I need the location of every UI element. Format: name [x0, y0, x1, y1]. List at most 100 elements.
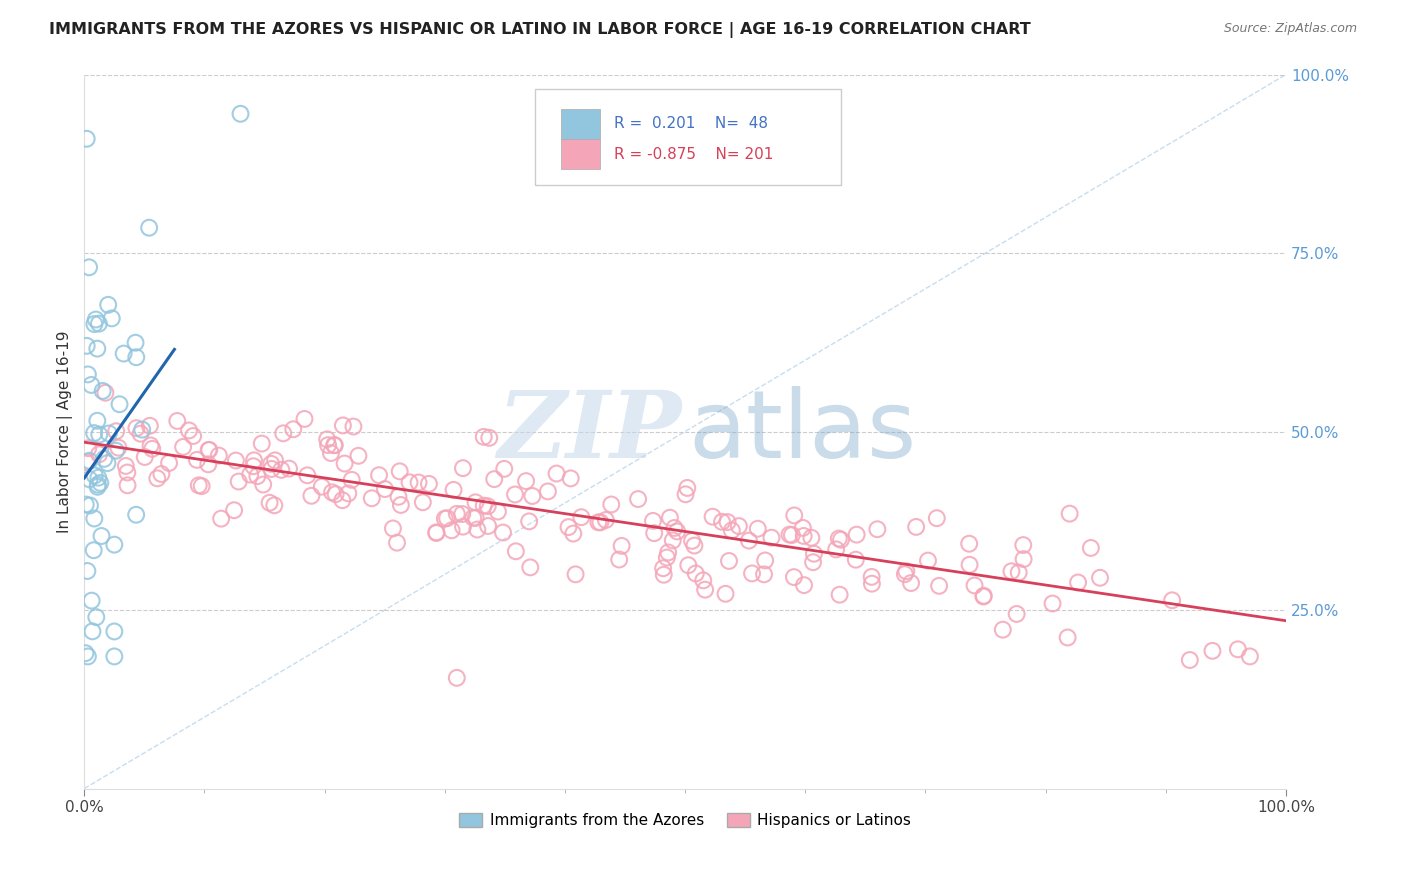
Point [316, 438, 339, 452]
Point [477, 519, 499, 533]
Point [96, 456, 118, 470]
Point [451, 519, 474, 533]
Point [681, 533, 703, 548]
Point [1178, 653, 1201, 667]
Point [323, 438, 346, 452]
Point [208, 449, 231, 463]
Point [100, 311, 122, 326]
Point [89, 427, 111, 442]
Point [299, 489, 322, 503]
Point [252, 477, 274, 491]
Point [917, 553, 939, 567]
Point [928, 579, 950, 593]
Point [754, 553, 776, 567]
Point [418, 476, 440, 491]
Point [270, 463, 292, 477]
Point [1042, 597, 1064, 611]
Text: atlas: atlas [689, 385, 917, 477]
Point [828, 588, 851, 602]
Point [97, 426, 120, 441]
Point [425, 526, 447, 541]
Point [451, 461, 474, 475]
Point [259, 496, 281, 510]
Point [683, 539, 706, 553]
Point [283, 422, 305, 436]
Point [114, 458, 136, 473]
Point [905, 520, 928, 534]
Point [1012, 538, 1035, 552]
Point [294, 412, 316, 426]
Point [560, 471, 582, 485]
Point [94, 385, 117, 400]
Point [894, 567, 917, 582]
Point [718, 554, 741, 568]
Point [107, 441, 129, 455]
Point [484, 472, 506, 486]
Point [446, 507, 468, 521]
Point [711, 515, 734, 529]
Point [472, 430, 495, 444]
Point [134, 450, 156, 464]
Point [89, 475, 111, 490]
Point [517, 515, 540, 529]
Point [695, 582, 717, 597]
Point [197, 442, 219, 457]
Point [76, 132, 98, 146]
Point [792, 521, 814, 535]
Point [146, 471, 169, 485]
Text: Source: ZipAtlas.com: Source: ZipAtlas.com [1223, 22, 1357, 36]
Point [675, 487, 697, 501]
Point [177, 424, 200, 438]
Point [374, 482, 396, 496]
Point [652, 567, 675, 582]
Point [387, 490, 409, 504]
Point [93, 451, 115, 466]
Point [747, 522, 769, 536]
Point [181, 429, 204, 443]
Point [86, 480, 108, 494]
Point [610, 539, 633, 553]
Point [1008, 566, 1031, 580]
Point [702, 509, 724, 524]
Point [492, 525, 515, 540]
Point [446, 671, 468, 685]
Point [588, 516, 610, 530]
Point [463, 510, 485, 524]
Point [97, 298, 120, 312]
Point [860, 570, 883, 584]
Point [260, 462, 283, 476]
Point [243, 453, 266, 467]
Point [451, 507, 474, 521]
Point [325, 487, 347, 501]
Point [1239, 649, 1261, 664]
Point [77, 649, 100, 664]
Point [714, 587, 737, 601]
Point [692, 574, 714, 588]
Point [793, 529, 815, 543]
Point [75, 646, 97, 660]
Point [337, 486, 360, 500]
Point [381, 521, 404, 535]
Point [103, 538, 125, 552]
Point [86, 342, 108, 356]
Point [562, 526, 585, 541]
Point [408, 475, 430, 490]
Point [1012, 552, 1035, 566]
Point [197, 458, 219, 472]
Point [398, 475, 420, 490]
Point [79, 499, 101, 513]
Point [803, 547, 825, 561]
Point [103, 624, 125, 639]
Point [117, 478, 139, 492]
Point [321, 485, 343, 500]
Point [825, 542, 848, 557]
Point [84, 312, 107, 326]
Point [83, 426, 105, 441]
Point [830, 533, 852, 547]
Point [783, 508, 806, 523]
Point [440, 524, 463, 538]
Point [139, 418, 162, 433]
Point [1080, 541, 1102, 555]
Point [973, 589, 995, 603]
Point [87, 317, 110, 331]
